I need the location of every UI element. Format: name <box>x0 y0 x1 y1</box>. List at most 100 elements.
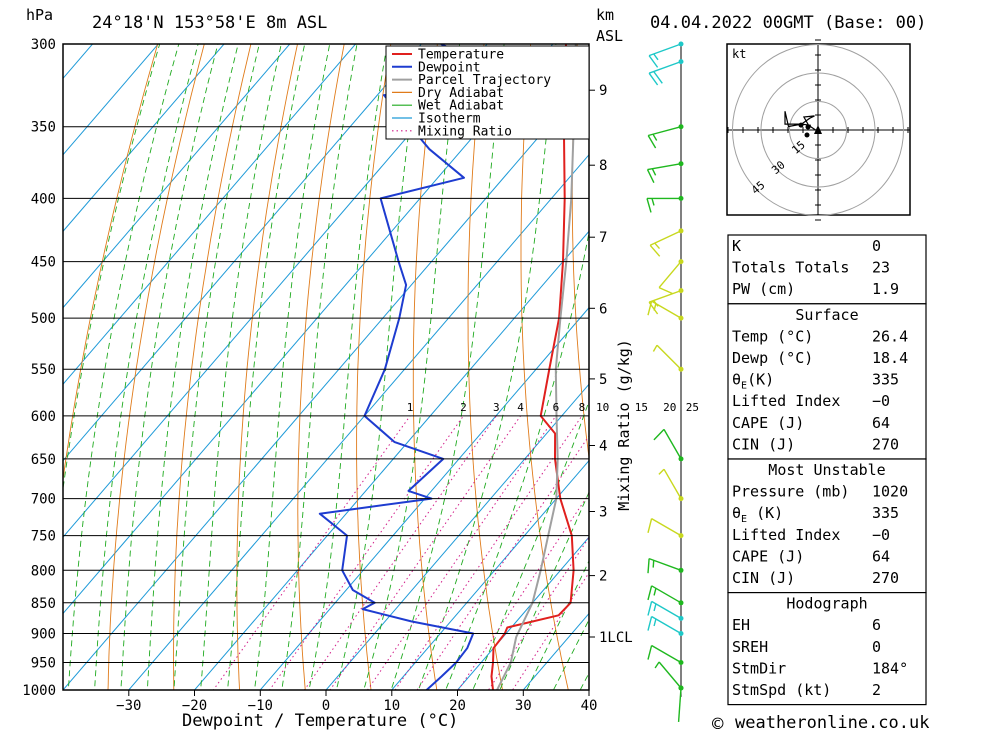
most-unstable-row-value: 270 <box>872 569 899 587</box>
legend-entry: Parcel Trajectory <box>418 73 551 88</box>
pressure-tick-label: 550 <box>31 362 56 378</box>
wind-barb-feather <box>647 300 653 316</box>
wet-adiabat-line <box>281 44 358 690</box>
wind-barb <box>647 615 684 636</box>
wind-barb <box>647 517 684 539</box>
wind-barb-feather <box>653 428 665 441</box>
wet-adiabat-line <box>146 44 239 690</box>
mixing-ratio-line <box>511 571 589 690</box>
dry-adiabat-line <box>63 44 159 483</box>
wind-barb-feather <box>647 585 653 601</box>
wind-barb-feather <box>647 135 657 149</box>
wind-barb-feather <box>651 168 657 176</box>
wind-barb-feather <box>658 468 665 475</box>
wind-barb-staff <box>651 644 682 664</box>
km-tick-label: 2 <box>599 569 607 585</box>
wet-adiabat-line <box>445 230 589 690</box>
x-tick-label: 30 <box>515 698 532 714</box>
wind-barb-feather <box>649 244 661 257</box>
legend-entry: Dewpoint <box>418 60 481 75</box>
location-title: 24°18'N 153°58'E 8m ASL <box>92 13 327 33</box>
surface-row-label: CAPE (J) <box>732 414 804 432</box>
wind-barb <box>646 161 684 184</box>
km-unit-label: km <box>596 6 614 24</box>
km-tick-label: 5 <box>599 372 607 388</box>
most-unstable-row-label: Lifted Index <box>732 526 840 544</box>
dry-adiabat-line <box>173 44 252 690</box>
wind-barb-staff <box>648 289 682 303</box>
wind-barb-feather <box>648 72 659 86</box>
hodograph-index-title: Hodograph <box>786 595 867 613</box>
hodograph-ring-label: 30 <box>769 158 788 176</box>
legend-box <box>385 45 590 140</box>
mixing-ratio-line <box>394 415 583 690</box>
mixing-ratio-value-label: 1 <box>407 401 414 414</box>
wind-barb-staff <box>648 557 682 571</box>
wind-barb <box>647 300 684 321</box>
hodograph-point <box>804 132 810 138</box>
mixing-ratio-line <box>416 434 589 690</box>
km-tick-label: 7 <box>599 230 607 246</box>
wet-adiabat-line <box>67 44 180 690</box>
wind-barb <box>648 41 684 68</box>
wind-barb-feather <box>648 301 659 315</box>
x-tick-label: 10 <box>383 698 400 714</box>
hodograph-point <box>805 124 811 130</box>
isotherm-line <box>63 44 422 462</box>
mixing-ratio-line <box>329 415 521 690</box>
pressure-tick-label: 800 <box>31 563 56 579</box>
wind-barb <box>647 557 684 574</box>
index-row-label: Totals Totals <box>732 259 849 277</box>
km-tick-label: 4 <box>599 439 607 455</box>
pressure-unit-label: hPa <box>26 6 53 24</box>
wet-adiabat-line <box>63 44 161 493</box>
wind-barb-feather <box>653 618 657 627</box>
wind-barb <box>658 468 684 502</box>
dry-adiabat-line <box>356 44 392 690</box>
km-tick-label: 6 <box>599 301 607 317</box>
mixing-ratio-value-label: 8 <box>579 401 586 414</box>
wind-barb-staff <box>658 261 682 289</box>
wind-barb-feather <box>653 71 663 84</box>
hodograph-row-label: SREH <box>732 638 768 656</box>
pressure-tick-label: 850 <box>31 596 56 612</box>
legend-entry: Temperature <box>418 48 504 63</box>
x-tick-label: 40 <box>581 698 598 714</box>
dry-adiabat-line <box>946 7 1000 716</box>
hodograph-row-label: EH <box>732 616 750 634</box>
hodograph-ring <box>789 101 847 159</box>
wind-barb-feather <box>653 588 657 596</box>
isotherm-line <box>193 230 589 690</box>
isotherm-line <box>259 306 589 690</box>
wet-adiabat-line <box>308 44 388 690</box>
pressure-tick-label: 1000 <box>22 683 56 699</box>
wind-barb <box>647 585 684 606</box>
dewpoint-line <box>318 44 517 690</box>
isotherm-line <box>391 459 589 690</box>
wind-barb-feather <box>647 518 653 533</box>
most-unstable-row-label: Pressure (mb) <box>732 483 849 501</box>
most-unstable-row-value: −0 <box>872 526 890 544</box>
wind-barb-feather <box>654 242 661 250</box>
wind-barb <box>647 124 684 149</box>
most-unstable-row-value: 1020 <box>872 483 908 501</box>
hodograph-point <box>798 122 804 128</box>
pressure-tick-label: 950 <box>31 656 56 672</box>
mixing-ratio-line <box>212 415 411 690</box>
pressure-tick-label: 750 <box>31 529 56 545</box>
isotherm-line <box>456 536 589 690</box>
pressure-tick-label: 450 <box>31 255 56 271</box>
hodograph-ring <box>760 72 876 188</box>
wind-barb-feather <box>652 344 658 352</box>
date-title: 04.04.2022 00GMT (Base: 00) <box>650 13 926 33</box>
wind-barb-feather <box>646 169 655 184</box>
wind-barb <box>648 59 684 86</box>
site-credit: weatheronline.co.uk <box>735 713 929 733</box>
wind-barb <box>646 195 684 213</box>
wind-barb-feather <box>658 286 673 295</box>
surface-row-value: 26.4 <box>872 327 908 345</box>
wind-barb-staff <box>651 517 682 537</box>
mixing-ratio-value-label: 2 <box>460 401 467 414</box>
x-tick-label: −10 <box>248 698 273 714</box>
